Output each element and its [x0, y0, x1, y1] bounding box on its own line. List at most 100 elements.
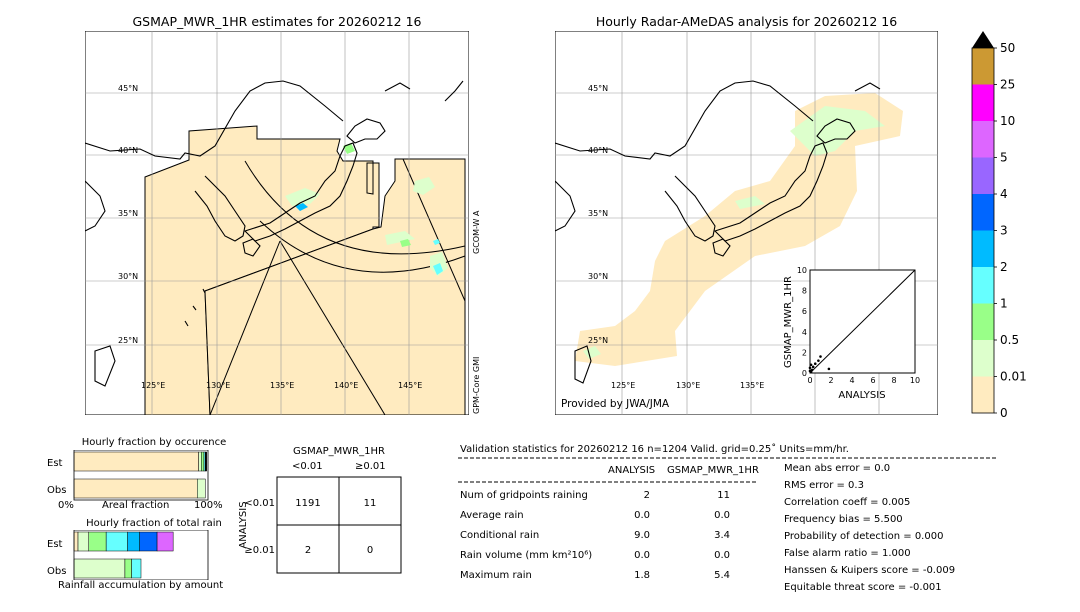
- colorbar-bands: [972, 48, 994, 413]
- val-row-analysis: 0.0: [634, 550, 650, 561]
- occ-tick-right: 100%: [194, 500, 223, 511]
- ct-axis-label: ANALYSIS: [238, 501, 249, 548]
- val-row-analysis: 0.0: [634, 510, 650, 521]
- colorbar-band: [972, 121, 994, 158]
- val-row-label: Conditional rain: [460, 530, 540, 541]
- side-label-gcom: GCOM-W AMSR2: [472, 210, 481, 254]
- fraction-bar-segment: [88, 531, 107, 552]
- colorbar-label: 0.01: [1000, 370, 1027, 384]
- colorbar-band: [972, 230, 994, 267]
- occurrence-chart: Est Obs: [47, 450, 209, 501]
- scatter-points: [808, 355, 831, 374]
- occ-tick-left: 0%: [58, 500, 74, 511]
- fraction-bar-segment: [201, 451, 205, 472]
- left-map-title: GSMAP_MWR_1HR estimates for 20260212 16: [132, 14, 422, 29]
- colorbar-label: 0: [1000, 406, 1008, 420]
- val-row-analysis: 9.0: [634, 530, 650, 541]
- val-row-est: 11: [717, 490, 730, 501]
- colorbar-label: 5: [1000, 151, 1008, 165]
- scatter-point: [808, 369, 812, 373]
- fraction-bar-segment: [156, 531, 174, 552]
- scatter-ytick-label: 0: [802, 369, 807, 378]
- scatter-ytick-label: 8: [802, 287, 807, 296]
- occ-label-obs: Obs: [47, 485, 66, 496]
- right-coastlines: [555, 80, 881, 384]
- occ-label-est: Est: [47, 458, 63, 469]
- scatter-point: [827, 367, 831, 371]
- fraction-bar-segment: [124, 558, 132, 579]
- fraction-bar-segment: [127, 531, 140, 552]
- scatter-point: [808, 366, 812, 370]
- left-lon-135: 135°E: [270, 381, 294, 390]
- colorbar-label: 10: [1000, 114, 1015, 128]
- val-score-line: RMS error = 0.3: [784, 480, 864, 491]
- colorbar-label: 3: [1000, 224, 1008, 238]
- inset-ylabel: GSMAP_MWR_1HR: [783, 276, 794, 368]
- ct-row-1: ≥0.01: [244, 545, 275, 556]
- right-lat-40: 40°N: [588, 146, 608, 155]
- right-lat-25: 25°N: [588, 336, 608, 345]
- right-map-title: Hourly Radar-AMeDAS analysis for 2026021…: [595, 14, 898, 29]
- tr-xlabel: Rainfall accumulation by amount: [58, 580, 224, 591]
- left-lon-130: 130°E: [206, 381, 230, 390]
- left-rain-patches: [285, 143, 448, 276]
- left-lon-125: 125°E: [141, 381, 165, 390]
- colorbar-band: [972, 376, 994, 413]
- right-lat-35: 35°N: [588, 209, 608, 218]
- scatter-point: [817, 359, 820, 362]
- right-lat-45: 45°N: [588, 84, 608, 93]
- ct-col-0: <0.01: [292, 461, 323, 472]
- scatter-xtick-label: 8: [891, 376, 896, 385]
- inset-scatter: 0 2 4 6 8 10 0 2 4 6 8 10 ANALYSIS GSMAP_MWR_1HR: [783, 266, 920, 401]
- val-row-label: Maximum rain: [460, 570, 532, 581]
- right-lon-125: 125°E: [611, 381, 635, 390]
- colorbar-label: 4: [1000, 187, 1008, 201]
- colorbar-arrow: [972, 31, 994, 48]
- colorbar-label: 0.5: [1000, 333, 1019, 347]
- fraction-bar-segment: [105, 531, 128, 552]
- colorbar-band: [972, 157, 994, 194]
- tr-bars: [73, 531, 174, 579]
- side-label-gpm: GPM-Core GMI: [472, 357, 481, 414]
- scatter-xtick-label: 4: [849, 376, 854, 385]
- ct-title: GSMAP_MWR_1HR: [293, 446, 385, 457]
- fraction-bar-segment: [73, 478, 198, 499]
- left-lat-30: 30°N: [118, 272, 138, 281]
- colorbar-band: [972, 303, 994, 340]
- val-row-est: 5.4: [714, 570, 730, 581]
- val-score-line: Hanssen & Kuipers score = -0.009: [784, 565, 956, 576]
- right-lon-135: 135°E: [740, 381, 764, 390]
- scatter-xticks: 0 2 4 6 8 10: [807, 376, 920, 385]
- ct-cell-01: 11: [364, 498, 377, 509]
- right-map: 45°N 40°N 35°N 30°N 25°N 125°E 130°E 135…: [555, 31, 938, 415]
- right-rain-north: [790, 106, 885, 156]
- left-map: 45°N 40°N 35°N 30°N 25°N 125°E 130°E 135…: [85, 31, 469, 415]
- fraction-bar-segment: [73, 531, 79, 552]
- val-row-est: 0.0: [714, 550, 730, 561]
- scatter-xtick-label: 6: [870, 376, 875, 385]
- colorbar-band: [972, 194, 994, 231]
- ct-cell-11: 0: [367, 545, 373, 556]
- fraction-bar-segment: [131, 558, 142, 579]
- ct-cell-10: 2: [305, 545, 311, 556]
- fraction-bar-segment: [139, 531, 158, 552]
- scatter-xtick-label: 2: [828, 376, 833, 385]
- inset-xlabel: ANALYSIS: [838, 390, 885, 401]
- colorbar-band: [972, 48, 994, 85]
- scatter-xtick-label: 0: [807, 376, 812, 385]
- radar-credit: Provided by JWA/JMA: [561, 398, 670, 410]
- total-rain-chart: Est Obs: [47, 530, 209, 580]
- scatter-ytick-label: 10: [797, 266, 807, 275]
- colorbar-band: [972, 340, 994, 377]
- colorbar-labels: 50 25 10 5 4 3 2 1 0.5 0.01 0: [994, 41, 1027, 420]
- right-coverage: [575, 93, 903, 366]
- val-col-est: GSMAP_MWR_1HR: [667, 465, 759, 476]
- tr-label-obs: Obs: [47, 566, 66, 577]
- scatter-ytick-label: 6: [802, 307, 807, 316]
- val-row-analysis: 2: [643, 490, 650, 501]
- val-score-line: Correlation coeff = 0.005: [784, 497, 911, 508]
- val-row-label: Average rain: [460, 510, 524, 521]
- fraction-bar-segment: [77, 531, 89, 552]
- val-row-analysis: 1.8: [634, 570, 650, 581]
- val-score-line: Mean abs error = 0.0: [784, 463, 891, 474]
